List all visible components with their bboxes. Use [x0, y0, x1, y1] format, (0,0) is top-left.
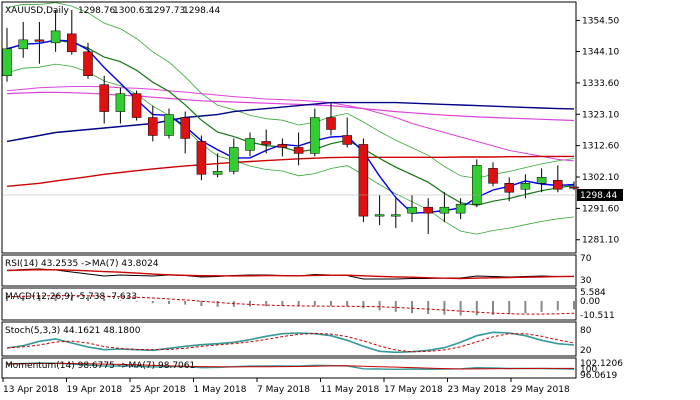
stoch-lines — [6, 331, 575, 354]
bearish-candle-body — [67, 33, 77, 53]
bearish-candle-body — [553, 180, 563, 190]
momentum-ma-line — [6, 362, 574, 370]
rsi-label: RSI(14) 43.2535 ->MA(7) 43.8024 — [5, 259, 159, 269]
green-ma-line — [6, 39, 575, 206]
momentum-line — [6, 362, 575, 371]
bearish-candle-body — [261, 141, 271, 145]
bearish-candle-body — [488, 168, 498, 184]
macd-label: MACD(12,26,9) -5.738 -7.633 — [5, 292, 137, 302]
time-tick-label: 1 May 2018 — [194, 385, 247, 395]
bullish-candle-body — [50, 30, 61, 44]
bullish-candle-body — [374, 214, 385, 217]
time-tick-label: 19 Apr 2018 — [67, 385, 123, 395]
stoch-label: Stoch(5,3,3) 44.1621 48.1800 — [5, 326, 141, 336]
ohlc-open: 1298.76 — [78, 6, 115, 16]
time-axis: 13 Apr 2018 19 Apr 2018 25 Apr 2018 1 May 2… — [2, 378, 570, 395]
time-tick-label: 25 Apr 2018 — [130, 385, 186, 395]
bullish-candle-body — [439, 206, 450, 214]
bearish-candle-body — [180, 117, 190, 139]
bullish-candle-body — [520, 183, 531, 190]
bullish-candle-body — [310, 117, 320, 154]
bearish-candle-body — [569, 186, 579, 189]
price-tick-label: 1323.10 — [582, 110, 619, 120]
bearish-candle-body — [277, 144, 288, 148]
price-axis: 1354.50 1344.10 1333.60 1323.10 1312.60 1302.… — [576, 16, 619, 246]
stoch-signal-line — [6, 332, 575, 353]
rsi-pane[interactable] — [1, 254, 577, 287]
macd-tick-high: 5.584 — [580, 288, 606, 298]
bullish-candle-body — [455, 203, 466, 214]
price-tick-label: 1291.60 — [582, 204, 619, 214]
bullish-candle-body — [407, 206, 417, 214]
bearish-candle-body — [196, 141, 207, 175]
bullish-candle-body — [245, 138, 255, 151]
ohlc-low: 1297.73 — [148, 6, 185, 16]
rsi-ma-line — [6, 268, 575, 280]
bearish-candle-body — [83, 51, 93, 76]
ohlc-high: 1300.63 — [113, 6, 150, 16]
momentum-pane[interactable] — [1, 357, 577, 379]
macd-tick-zero: 0.00 — [580, 297, 600, 307]
bullish-candle-body — [18, 39, 28, 50]
bearish-candle-body — [342, 135, 352, 145]
macd-histogram — [6, 294, 575, 316]
bullish-candle-body — [212, 171, 223, 175]
rsi-tick-30: 30 — [580, 276, 592, 286]
bearish-candle-body — [131, 93, 142, 118]
navy-ma-line — [6, 101, 575, 143]
price-tick-label: 1302.10 — [582, 173, 619, 183]
main-price-pane[interactable] — [1, 1, 577, 254]
bullish-candle-body — [2, 48, 12, 76]
time-tick-label: 11 May 2018 — [321, 385, 380, 395]
time-tick-label: 29 May 2018 — [511, 385, 570, 395]
bearish-candle-body — [99, 84, 109, 112]
time-tick-label: 17 May 2018 — [384, 385, 443, 395]
momentum-lines — [6, 362, 575, 371]
bearish-candle-body — [358, 144, 369, 217]
macd-signal-line — [6, 295, 575, 315]
stoch-pane[interactable] — [1, 321, 577, 357]
red-ma-line — [6, 155, 574, 187]
macd-pane[interactable] — [1, 287, 577, 321]
time-tick-label: 7 May 2018 — [257, 385, 310, 395]
price-tick-label: 1312.60 — [582, 142, 619, 152]
bearish-candle-body — [34, 39, 45, 42]
price-tick-label: 1281.10 — [582, 236, 619, 246]
bullish-candle-body — [472, 165, 482, 205]
rsi-tick-70: 70 — [580, 254, 592, 264]
bearish-candle-body — [504, 183, 514, 193]
current-price-badge — [577, 189, 623, 201]
bearish-candle-body — [293, 147, 304, 154]
rsi-lines — [6, 268, 575, 280]
momentum-label: Momentum(14) 98.6775 ->MA(7) 98.7061 — [5, 361, 195, 371]
price-tick-label: 1354.50 — [582, 16, 619, 26]
time-tick-label: 13 Apr 2018 — [3, 385, 59, 395]
momentum-tick-low: 96.0619 — [580, 371, 617, 381]
bullish-candle-body — [536, 177, 547, 184]
bullish-candle-body — [391, 214, 401, 217]
stoch-main-line — [6, 331, 575, 354]
current-price-label: 1298.44 — [580, 191, 617, 201]
stoch-tick-80: 80 — [580, 326, 592, 336]
ohlc-close: 1298.44 — [183, 6, 220, 16]
stoch-tick-20: 20 — [580, 346, 592, 356]
price-tick-label: 1333.60 — [582, 79, 619, 89]
momentum-tick-high: 102.1206 — [580, 359, 623, 369]
bearish-candle-body — [326, 117, 336, 130]
bearish-candle-body — [423, 206, 433, 214]
bearish-candle-body — [148, 117, 158, 136]
macd-tick-low: -10.511 — [580, 311, 615, 321]
price-tick-label: 1344.10 — [582, 48, 619, 58]
time-tick-label: 23 May 2018 — [448, 385, 507, 395]
chart-symbol-title: XAUUSD,Daily — [5, 6, 69, 16]
bullish-candle-body — [229, 147, 239, 172]
bullish-candle-body — [115, 93, 126, 112]
momentum-tick-100: 100 — [580, 365, 597, 375]
bullish-candle-body — [164, 114, 174, 136]
lower-envelope-line — [6, 63, 575, 235]
candlesticks — [2, 9, 579, 235]
